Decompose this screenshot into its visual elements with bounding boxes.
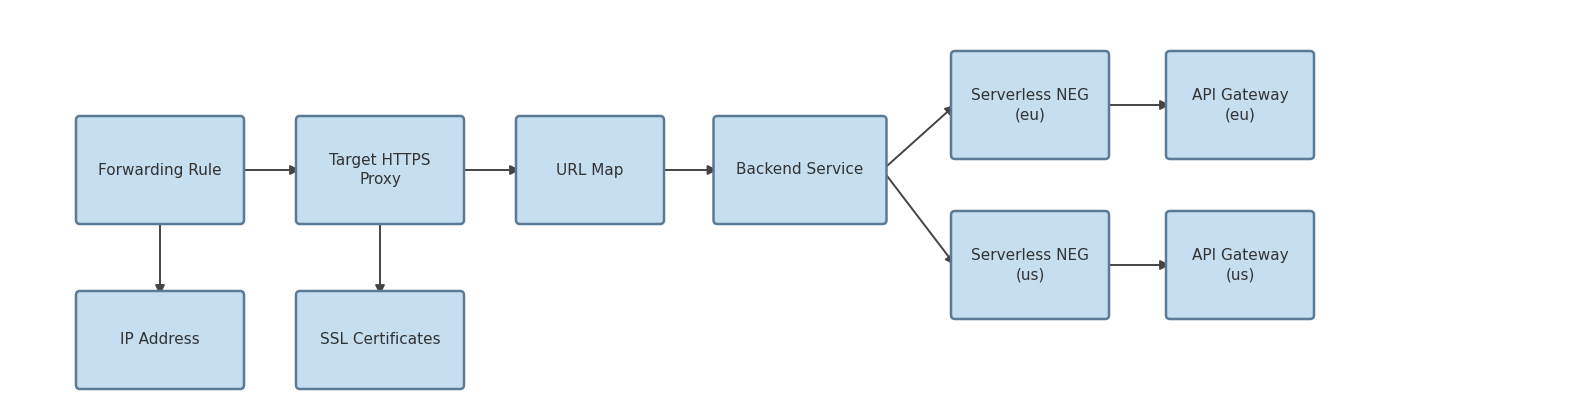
FancyBboxPatch shape bbox=[713, 116, 887, 224]
Text: Target HTTPS
Proxy: Target HTTPS Proxy bbox=[329, 153, 431, 187]
Text: API Gateway
(us): API Gateway (us) bbox=[1191, 247, 1288, 283]
Text: SSL Certificates: SSL Certificates bbox=[320, 332, 440, 347]
Text: Serverless NEG
(us): Serverless NEG (us) bbox=[971, 247, 1090, 283]
FancyBboxPatch shape bbox=[1166, 51, 1315, 159]
FancyBboxPatch shape bbox=[516, 116, 664, 224]
Text: API Gateway
(eu): API Gateway (eu) bbox=[1191, 88, 1288, 122]
FancyBboxPatch shape bbox=[296, 291, 464, 389]
FancyBboxPatch shape bbox=[76, 291, 244, 389]
Text: IP Address: IP Address bbox=[120, 332, 200, 347]
FancyBboxPatch shape bbox=[76, 116, 244, 224]
Text: Forwarding Rule: Forwarding Rule bbox=[98, 163, 222, 178]
FancyBboxPatch shape bbox=[950, 51, 1109, 159]
FancyBboxPatch shape bbox=[1166, 211, 1315, 319]
FancyBboxPatch shape bbox=[296, 116, 464, 224]
Text: Backend Service: Backend Service bbox=[737, 163, 863, 178]
FancyBboxPatch shape bbox=[950, 211, 1109, 319]
Text: URL Map: URL Map bbox=[556, 163, 624, 178]
Text: Serverless NEG
(eu): Serverless NEG (eu) bbox=[971, 88, 1090, 122]
